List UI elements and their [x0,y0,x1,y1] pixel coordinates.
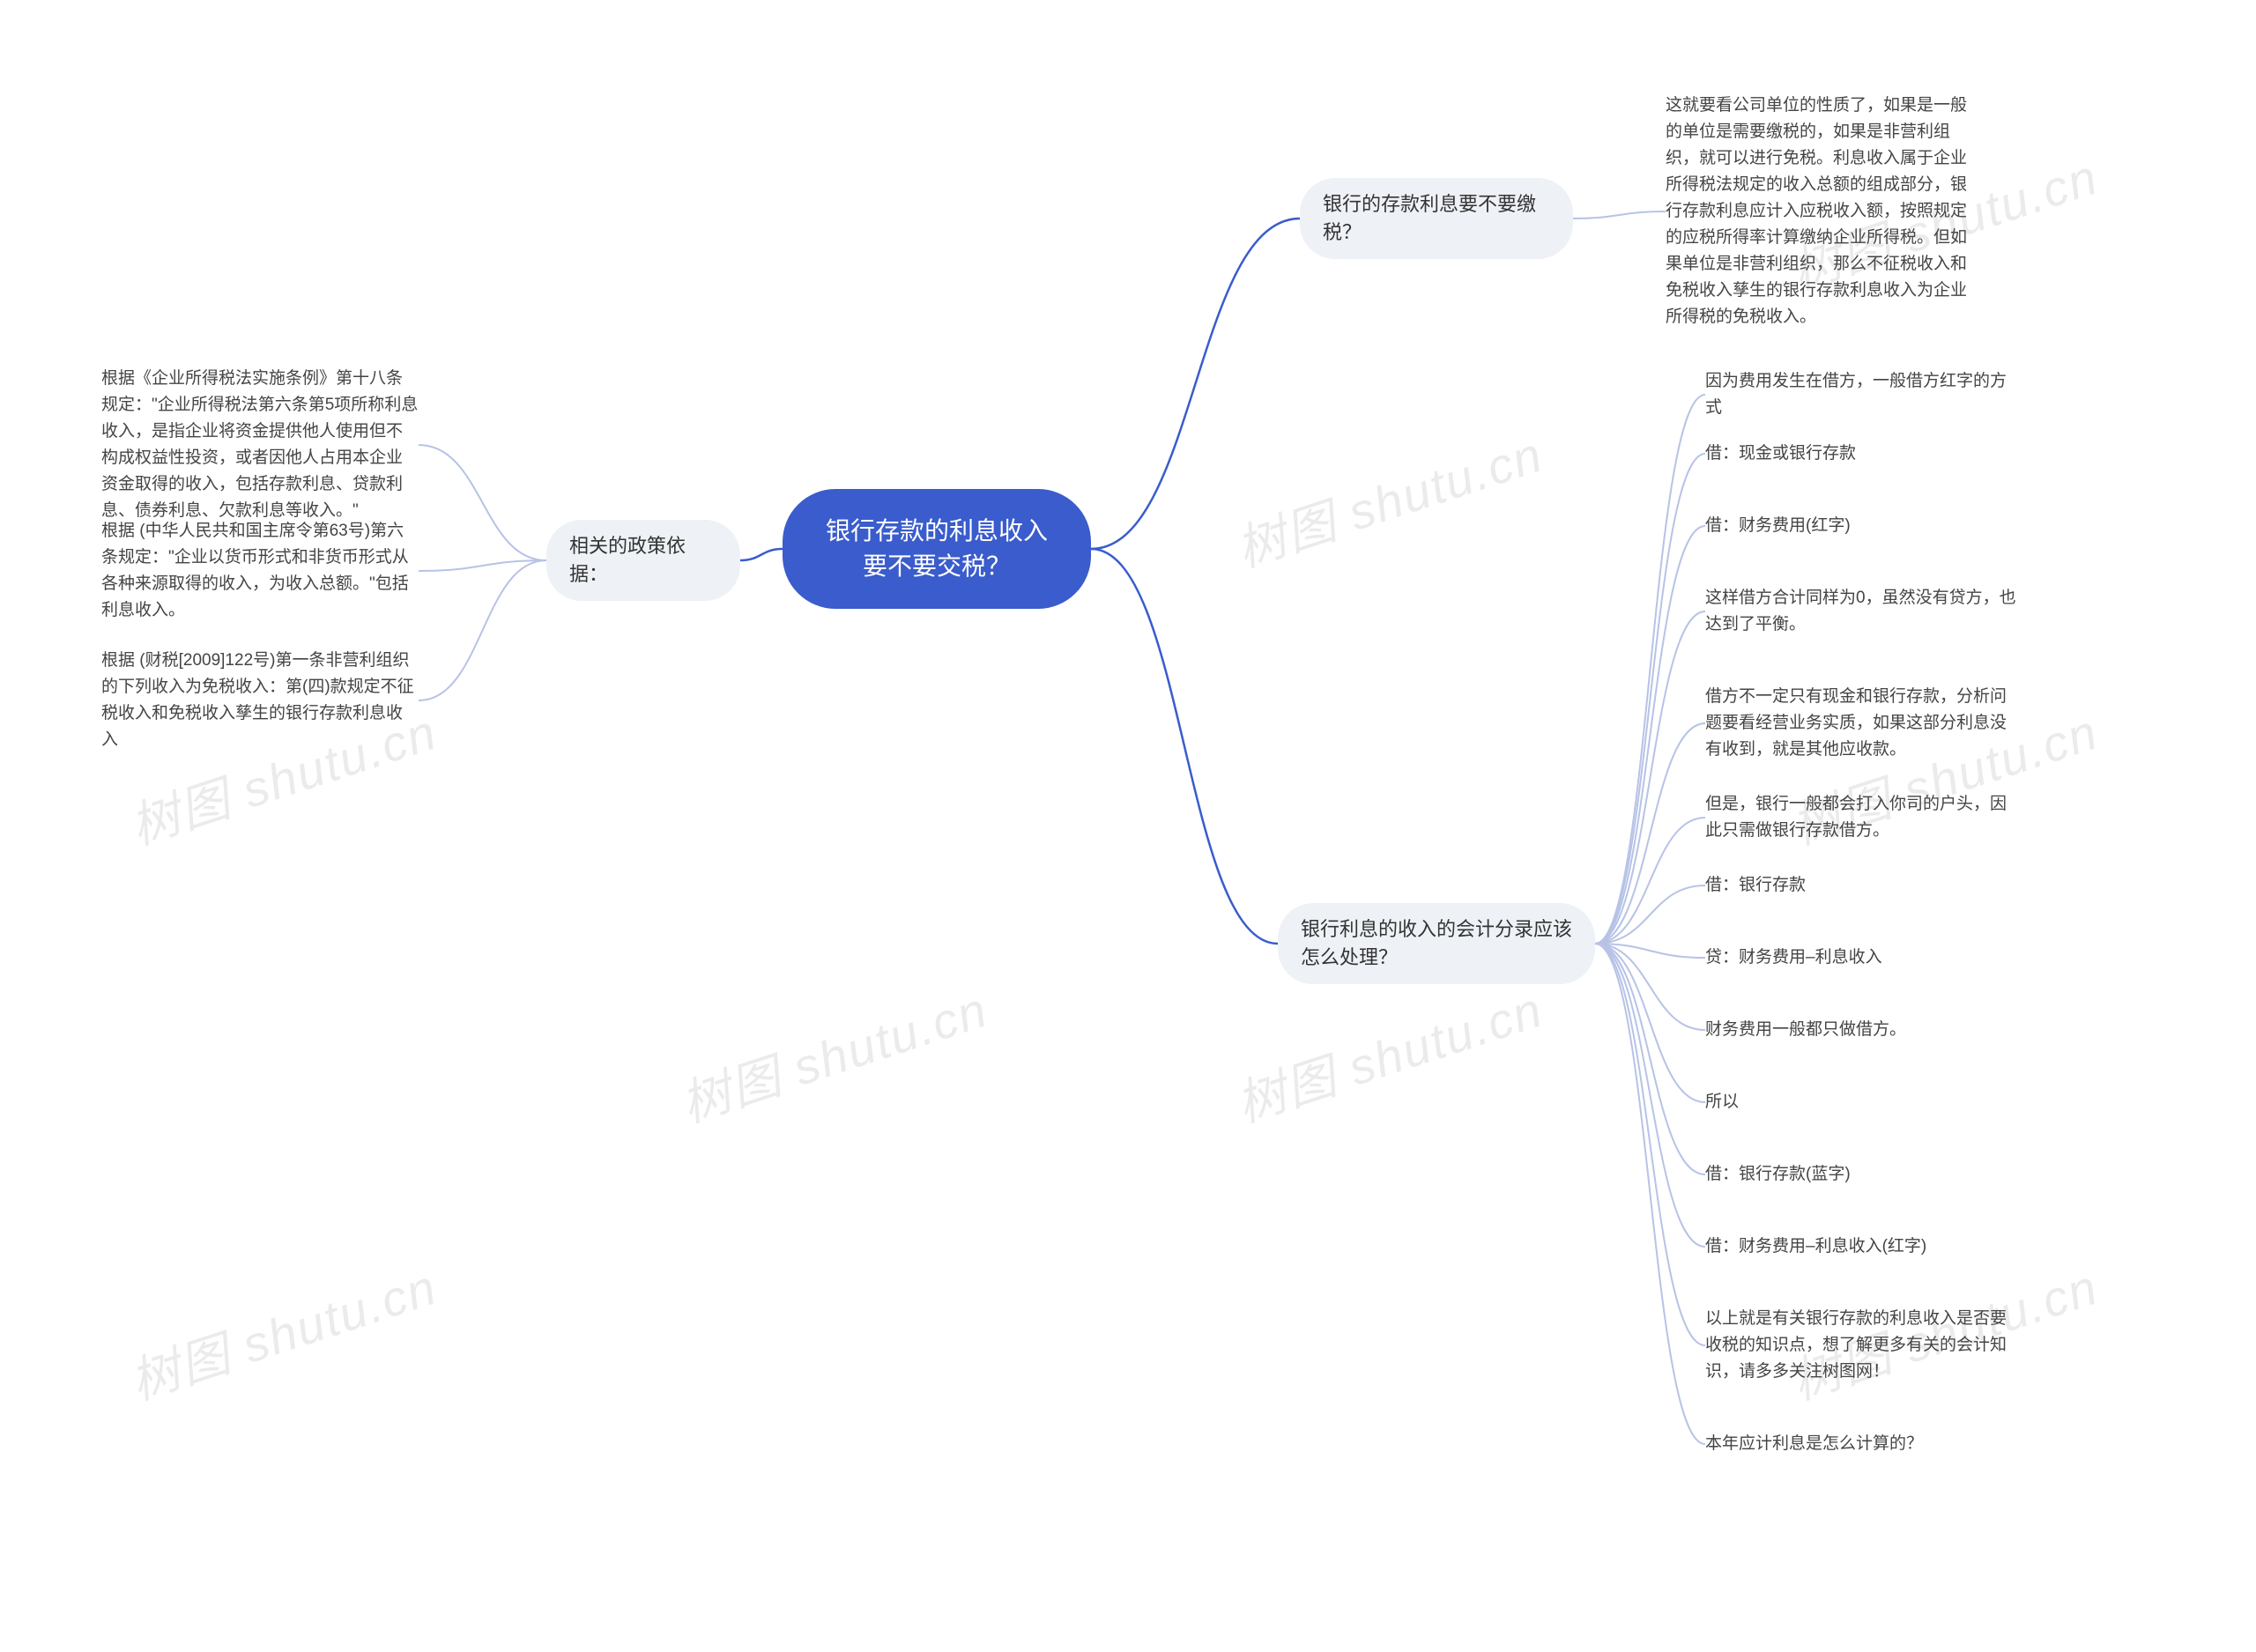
watermark: 树图 shutu.cn [1226,415,1551,582]
right-bottom-leaf-13: 本年应计利息是怎么计算的？ [1705,1431,2022,1457]
rb-leaf-1-text: 借：现金或银行存款 [1705,444,1856,463]
branch-right-accounting: 银行利息的收入的会计分录应该怎么处理？ [1278,903,1595,984]
rb-leaf-4-text: 借方不一定只有现金和银行存款，分析问题要看经营业务实质，如果这部分利息没有收到，… [1705,687,2007,759]
branch-right-tax-label: 银行的存款利息要不要缴税？ [1323,193,1536,243]
left-leaf-1: 根据 (中华人民共和国主席令第63号)第六条规定："企业以货币形式和非货币形式从… [101,518,419,624]
branch-right-tax: 银行的存款利息要不要缴税？ [1300,178,1573,259]
rb-leaf-2-text: 借：财务费用(红字) [1705,516,1851,535]
right-bottom-leaf-6: 借：银行存款 [1705,872,2022,899]
rb-leaf-7-text: 贷：财务费用–利息收入 [1705,948,1882,967]
rb-leaf-9-text: 所以 [1705,1093,1739,1111]
branch-left-label: 相关的政策依据： [569,535,686,585]
right-bottom-leaf-3: 这样借方合计同样为0，虽然没有贷方，也达到了平衡。 [1705,585,2022,638]
rb-leaf-11-text: 借：财务费用–利息收入(红字) [1705,1237,1926,1256]
right-bottom-leaf-4: 借方不一定只有现金和银行存款，分析问题要看经营业务实质，如果这部分利息没有收到，… [1705,684,2022,763]
left-leaf-2-text: 根据 (财税[2009]122号)第一条非营利组织的下列收入为免税收入：第(四)… [101,651,414,749]
mindmap-canvas: 银行存款的利息收入要不要交税？ 相关的政策依据： 根据《企业所得税法实施条例》第… [0,0,2256,1652]
branch-left-policy: 相关的政策依据： [546,520,740,601]
right-bottom-leaf-9: 所以 [1705,1089,2022,1115]
watermark: 树图 shutu.cn [120,1248,445,1414]
right-bottom-leaf-11: 借：财务费用–利息收入(红字) [1705,1233,2022,1260]
right-bottom-leaf-1: 借：现金或银行存款 [1705,441,2022,467]
root-node: 银行存款的利息收入要不要交税？ [783,489,1091,609]
right-top-leaf-0: 这就要看公司单位的性质了，如果是一般的单位是需要缴税的，如果是非营利组织，就可以… [1666,93,1983,330]
watermark: 树图 shutu.cn [671,970,996,1137]
rb-leaf-8-text: 财务费用一般都只做借方。 [1705,1020,1906,1039]
rb-leaf-5-text: 但是，银行一般都会打入你司的户头，因此只需做银行存款借方。 [1705,795,2007,840]
watermark: 树图 shutu.cn [1226,970,1551,1137]
rb-leaf-0-text: 因为费用发生在借方，一般借方红字的方式 [1705,372,2007,417]
rb-leaf-10-text: 借：银行存款(蓝字) [1705,1165,1851,1183]
right-bottom-leaf-7: 贷：财务费用–利息收入 [1705,945,2022,971]
right-bottom-leaf-8: 财务费用一般都只做借方。 [1705,1017,2022,1043]
left-leaf-1-text: 根据 (中华人民共和国主席令第63号)第六条规定："企业以货币形式和非货币形式从… [101,522,409,619]
right-bottom-leaf-0: 因为费用发生在借方，一般借方红字的方式 [1705,368,2022,421]
right-top-leaf-0-text: 这就要看公司单位的性质了，如果是一般的单位是需要缴税的，如果是非营利组织，就可以… [1666,96,1967,326]
right-bottom-leaf-12: 以上就是有关银行存款的利息收入是否要收税的知识点，想了解更多有关的会计知识，请多… [1705,1306,2022,1385]
left-leaf-0-text: 根据《企业所得税法实施条例》第十八条规定："企业所得税法第六条第5项所称利息收入… [101,369,418,520]
branch-right-accounting-label: 银行利息的收入的会计分录应该怎么处理？ [1301,918,1572,968]
rb-leaf-6-text: 借：银行存款 [1705,876,1806,894]
right-bottom-leaf-10: 借：银行存款(蓝字) [1705,1161,2022,1188]
rb-leaf-12-text: 以上就是有关银行存款的利息收入是否要收税的知识点，想了解更多有关的会计知识，请多… [1705,1309,2007,1381]
left-leaf-2: 根据 (财税[2009]122号)第一条非营利组织的下列收入为免税收入：第(四)… [101,648,419,753]
left-leaf-0: 根据《企业所得税法实施条例》第十八条规定："企业所得税法第六条第5项所称利息收入… [101,366,419,524]
rb-leaf-13-text: 本年应计利息是怎么计算的？ [1705,1434,1923,1453]
root-title: 银行存款的利息收入要不要交税？ [826,517,1048,580]
right-bottom-leaf-2: 借：财务费用(红字) [1705,513,2022,539]
rb-leaf-3-text: 这样借方合计同样为0，虽然没有贷方，也达到了平衡。 [1705,589,2016,633]
right-bottom-leaf-5: 但是，银行一般都会打入你司的户头，因此只需做银行存款借方。 [1705,791,2022,844]
